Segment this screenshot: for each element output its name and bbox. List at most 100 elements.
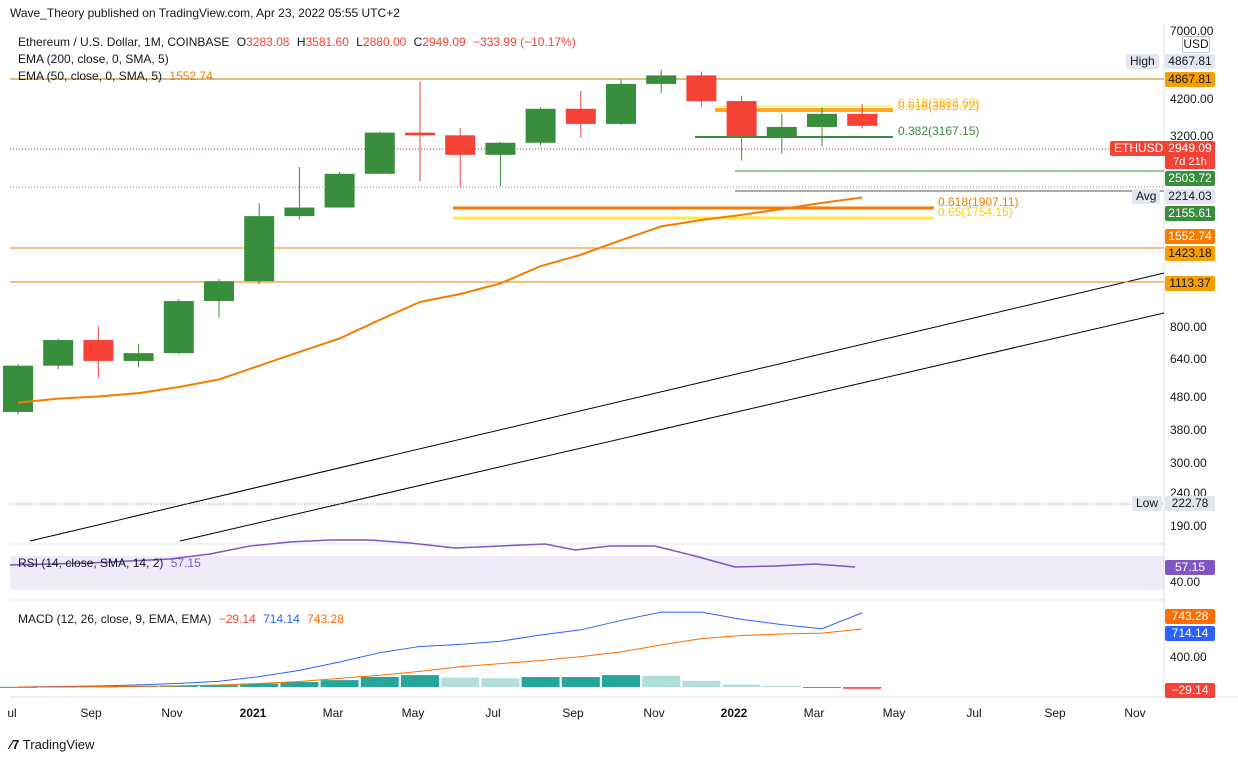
change-value: −333.99 (−10.17%) (473, 35, 576, 49)
macd-hist-bar (722, 684, 761, 687)
low-label: L (356, 35, 363, 49)
brand-logo[interactable]: ⁄7 TradingView (10, 737, 94, 752)
candle-body[interactable] (163, 301, 194, 354)
price-tick: 3200.00 (1170, 129, 1214, 143)
symbol-name[interactable]: Ethereum / U.S. Dollar, 1M, COINBASE (18, 35, 230, 49)
macd-line (17, 611, 863, 688)
macd-hist-bar (521, 677, 560, 687)
price-tick: 800.00 (1170, 320, 1207, 334)
ohlc-legend: Ethereum / U.S. Dollar, 1M, COINBASE O32… (18, 35, 576, 49)
macd-hist-bar (561, 677, 600, 687)
candle-body[interactable] (686, 75, 717, 102)
candle-body[interactable] (485, 142, 516, 155)
rsi-legend[interactable]: RSI (14, close, SMA, 14, 2) 57.15 (18, 556, 201, 570)
ema50-line (17, 196, 863, 404)
level-1423-badge: 1423.18 (1165, 246, 1215, 261)
price-tick: 7000.00 (1170, 24, 1214, 38)
macd-hist-bar (682, 680, 721, 687)
candle-body[interactable] (766, 126, 797, 137)
channel-line-upper[interactable] (29, 272, 1165, 542)
high-level-badge: 4867.81 (1165, 72, 1215, 87)
candle-body[interactable] (405, 132, 435, 136)
time-axis-label: Nov (161, 706, 183, 720)
candle-body[interactable] (3, 365, 33, 412)
macd-hist-bar (401, 675, 439, 687)
avg-badge: 2214.03 (1165, 189, 1215, 204)
currency-label[interactable]: USD (1182, 36, 1210, 53)
candle-body[interactable] (606, 83, 636, 124)
time-axis-label: Jul (966, 706, 982, 720)
price-tick: 640.00 (1170, 352, 1207, 366)
rsi-line (9, 539, 856, 568)
time-axis-label: Jul (485, 706, 501, 720)
time-axis-label: 2021 (239, 706, 267, 720)
candle-body[interactable] (565, 108, 596, 124)
candle-body[interactable] (726, 101, 757, 137)
level-2155-badge: 2155.61 (1165, 206, 1215, 221)
avg-tag: Avg (1132, 189, 1161, 204)
candle-body[interactable] (284, 207, 315, 217)
last-price: 2949.09 (1168, 141, 1212, 155)
low-badge: 222.78 (1165, 496, 1215, 511)
macd-hist-badge: −29.14 (1165, 683, 1215, 698)
price-tick: 300.00 (1170, 456, 1207, 470)
close-label: C (413, 35, 423, 49)
macd-name: MACD (12, 26, close, 9, EMA, EMA) (18, 612, 212, 626)
macd-hist-bar (602, 675, 640, 687)
macd-histogram (0, 675, 882, 689)
macd-hist-bar (642, 675, 681, 687)
high-badge: 4867.81 (1165, 54, 1215, 69)
time-axis-label: Sep (562, 706, 584, 720)
rsi-badge: 57.15 (1165, 560, 1215, 575)
candle-body[interactable] (123, 353, 154, 361)
publisher-line: Wave_Theory published on TradingView.com… (10, 6, 400, 20)
open-label: O (236, 35, 247, 49)
macd-hist-value: −29.14 (218, 612, 256, 626)
candle-body[interactable] (204, 281, 234, 302)
price-tick: 380.00 (1170, 423, 1207, 437)
macd-hist-bar (843, 687, 882, 689)
high-tag: High (1126, 54, 1159, 69)
fib-label-0382: 0.382(3167.15) (898, 124, 980, 138)
candle-body[interactable] (83, 340, 114, 361)
macd-tick: 400.00 (1170, 650, 1207, 664)
candle-body[interactable] (847, 113, 878, 126)
high-label: H (296, 35, 306, 49)
macd-value: 714.14 (263, 612, 300, 626)
ema50-name: EMA (50, close, 0, SMA, 5) (18, 69, 163, 83)
macd-hist-bar (441, 677, 480, 687)
candle-body[interactable] (807, 113, 837, 127)
fib-label-0618-upper-2: 0.618(3883.60) (898, 96, 980, 110)
candle-body[interactable] (244, 216, 275, 282)
time-axis-label: Mar (322, 706, 344, 720)
ema50-legend[interactable]: EMA (50, close, 0, SMA, 5) 1552.74 (18, 69, 213, 83)
price-tick: 480.00 (1170, 390, 1207, 404)
macd-hist-bar (320, 680, 359, 687)
channel-line-lower[interactable] (179, 312, 1165, 542)
brand-name: TradingView (22, 737, 95, 752)
macd-hist-bar (240, 683, 279, 687)
time-axis-label: Sep (80, 706, 102, 720)
candle-body[interactable] (646, 75, 677, 84)
price-tick: 190.00 (1170, 519, 1207, 533)
candle-series[interactable] (3, 69, 878, 415)
macd-signal-badge: 743.28 (1165, 609, 1215, 624)
low-tag: Low (1132, 496, 1163, 511)
rsi-band (10, 556, 1164, 590)
candle-body[interactable] (445, 135, 476, 155)
time-axis-label: 2022 (720, 706, 748, 720)
macd-legend[interactable]: MACD (12, 26, close, 9, EMA, EMA) −29.14… (18, 612, 344, 626)
high-value: 3581.60 (305, 35, 349, 49)
candle-body[interactable] (525, 108, 556, 143)
ema200-legend[interactable]: EMA (200, close, 0, SMA, 5) (18, 52, 169, 66)
level-2503-badge: 2503.72 (1165, 171, 1215, 186)
candle-body[interactable] (364, 132, 395, 174)
candle-body[interactable] (324, 173, 355, 208)
price-tick: 4200.00 (1170, 92, 1214, 106)
bar-countdown: 7d 21h (1173, 156, 1207, 168)
candle-body[interactable] (43, 340, 74, 366)
open-value: 3283.08 (246, 35, 290, 49)
low-value: 2880.00 (362, 35, 407, 49)
tradingview-icon: ⁄7 (10, 737, 20, 752)
